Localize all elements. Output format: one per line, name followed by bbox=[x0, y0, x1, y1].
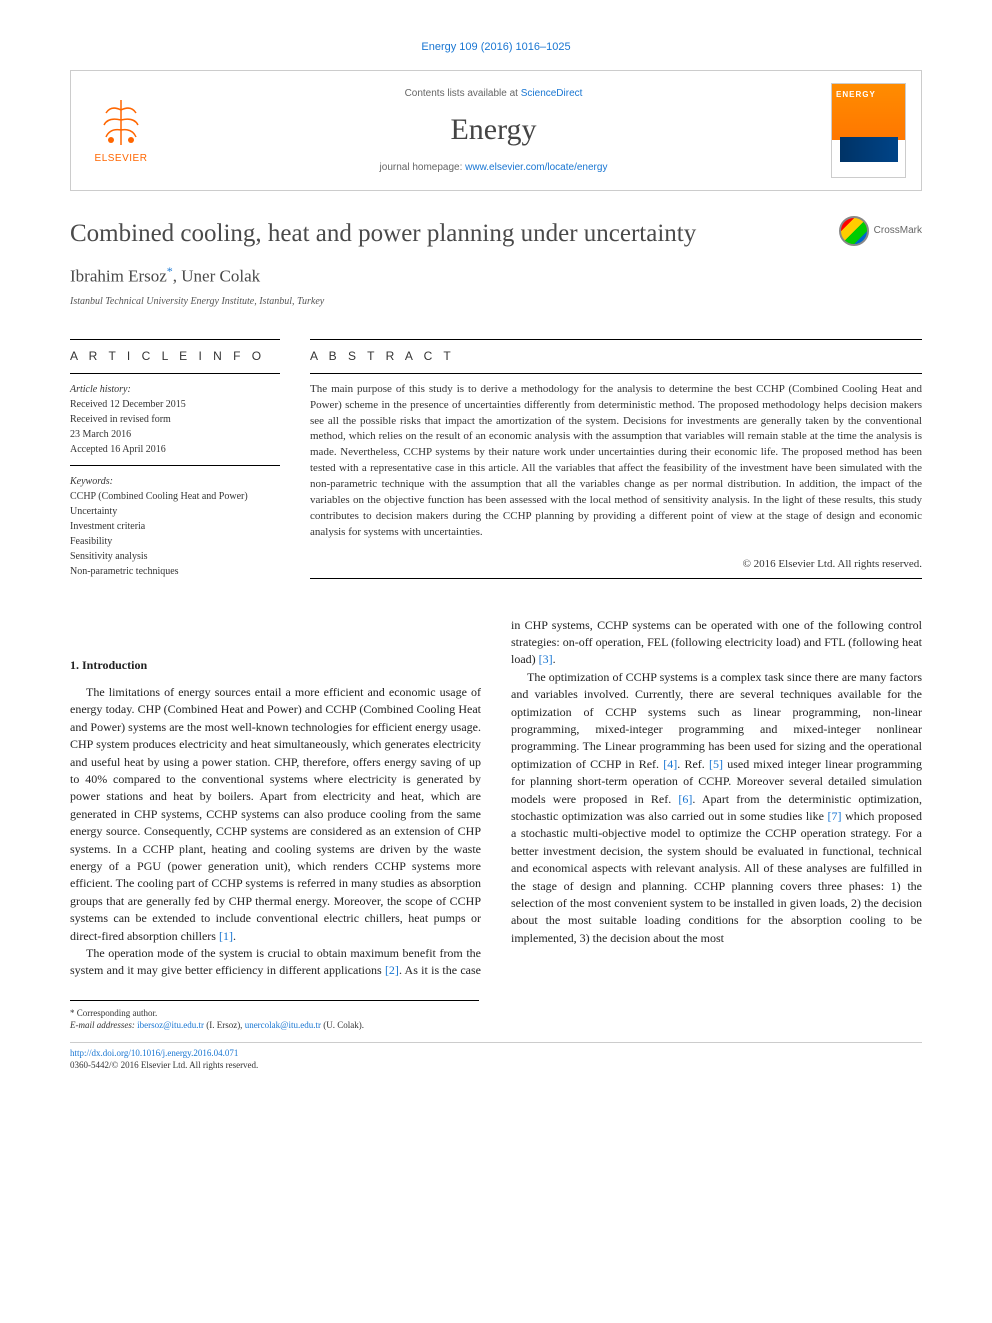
keyword-5: Sensitivity analysis bbox=[70, 549, 280, 564]
keyword-4: Feasibility bbox=[70, 534, 280, 549]
issn-copyright: 0360-5442/© 2016 Elsevier Ltd. All right… bbox=[70, 1059, 922, 1072]
received-date: Received 12 December 2015 bbox=[70, 397, 280, 412]
ref-4-link[interactable]: [4] bbox=[663, 757, 677, 771]
citation-header: Energy 109 (2016) 1016–1025 bbox=[70, 40, 922, 55]
intro-paragraph-3: The optimization of CCHP systems is a co… bbox=[511, 669, 922, 947]
p3b-text: . Ref. bbox=[677, 757, 709, 771]
p2c-text: . bbox=[553, 652, 556, 666]
article-title: Combined cooling, heat and power plannin… bbox=[70, 216, 819, 251]
email-1-name: (I. Ersoz), bbox=[204, 1020, 245, 1030]
email-2-link[interactable]: unercolak@itu.edu.tr bbox=[245, 1020, 321, 1030]
corresponding-author-footer: * Corresponding author. E-mail addresses… bbox=[70, 1000, 479, 1032]
p1-text: The limitations of energy sources entail… bbox=[70, 685, 481, 942]
abstract-text: The main purpose of this study is to der… bbox=[310, 374, 922, 549]
abstract-column: A B S T R A C T The main purpose of this… bbox=[310, 339, 922, 587]
elsevier-tree-icon bbox=[96, 95, 146, 150]
cover-title: ENERGY bbox=[832, 84, 905, 105]
email-label: E-mail addresses: bbox=[70, 1020, 137, 1030]
ref-6-link[interactable]: [6] bbox=[678, 792, 692, 806]
p3e-text: which proposed a stochastic multi-object… bbox=[511, 809, 922, 945]
crossmark-icon bbox=[839, 216, 869, 246]
author-2: , Uner Colak bbox=[173, 267, 260, 286]
affiliation: Istanbul Technical University Energy Ins… bbox=[70, 295, 922, 309]
journal-header-box: ELSEVIER Contents lists available at Sci… bbox=[70, 70, 922, 191]
article-history-block: Article history: Received 12 December 20… bbox=[70, 374, 280, 465]
elsevier-logo: ELSEVIER bbox=[86, 91, 156, 171]
article-info-heading: A R T I C L E I N F O bbox=[70, 339, 280, 374]
keywords-label: Keywords: bbox=[70, 474, 280, 489]
accepted-date: Accepted 16 April 2016 bbox=[70, 442, 280, 457]
contents-available-line: Contents lists available at ScienceDirec… bbox=[156, 87, 831, 101]
crossmark-label: CrossMark bbox=[874, 224, 922, 238]
abstract-heading: A B S T R A C T bbox=[310, 339, 922, 374]
journal-name: Energy bbox=[156, 109, 831, 151]
journal-cover-thumbnail: ENERGY bbox=[831, 83, 906, 178]
journal-homepage-line: journal homepage: www.elsevier.com/locat… bbox=[156, 161, 831, 175]
homepage-link[interactable]: www.elsevier.com/locate/energy bbox=[465, 162, 607, 173]
crossmark-badge[interactable]: CrossMark bbox=[839, 216, 922, 246]
corresponding-author-label: * Corresponding author. bbox=[70, 1007, 479, 1020]
keywords-block: Keywords: CCHP (Combined Cooling Heat an… bbox=[70, 466, 280, 587]
homepage-prefix: journal homepage: bbox=[380, 162, 466, 173]
ref-7-link[interactable]: [7] bbox=[828, 809, 842, 823]
elsevier-text: ELSEVIER bbox=[95, 152, 148, 166]
doi-link[interactable]: http://dx.doi.org/10.1016/j.energy.2016.… bbox=[70, 1048, 238, 1058]
revised-date-1: Received in revised form bbox=[70, 412, 280, 427]
p3a-text: The optimization of CCHP systems is a co… bbox=[511, 670, 922, 771]
intro-paragraph-1: The limitations of energy sources entail… bbox=[70, 684, 481, 945]
ref-3-link[interactable]: [3] bbox=[539, 652, 553, 666]
p1-end: . bbox=[233, 929, 236, 943]
revised-date-2: 23 March 2016 bbox=[70, 427, 280, 442]
email-2-name: (U. Colak). bbox=[321, 1020, 364, 1030]
email-1-link[interactable]: ibersoz@itu.edu.tr bbox=[137, 1020, 204, 1030]
author-1: Ibrahim Ersoz bbox=[70, 267, 167, 286]
history-label: Article history: bbox=[70, 382, 280, 397]
cover-image-icon bbox=[840, 137, 898, 162]
section-1-heading: 1. Introduction bbox=[70, 657, 481, 674]
keyword-1: CCHP (Combined Cooling Heat and Power) bbox=[70, 489, 280, 504]
authors-line: Ibrahim Ersoz*, Uner Colak bbox=[70, 263, 922, 288]
email-addresses-line: E-mail addresses: ibersoz@itu.edu.tr (I.… bbox=[70, 1019, 479, 1032]
ref-5-link[interactable]: [5] bbox=[709, 757, 723, 771]
sciencedirect-link[interactable]: ScienceDirect bbox=[521, 88, 583, 99]
keyword-3: Investment criteria bbox=[70, 519, 280, 534]
doi-footer: http://dx.doi.org/10.1016/j.energy.2016.… bbox=[70, 1042, 922, 1072]
ref-2-link[interactable]: [2] bbox=[385, 963, 399, 977]
keyword-6: Non-parametric techniques bbox=[70, 564, 280, 579]
abstract-copyright: © 2016 Elsevier Ltd. All rights reserved… bbox=[310, 557, 922, 572]
article-info-column: A R T I C L E I N F O Article history: R… bbox=[70, 339, 280, 587]
keyword-2: Uncertainty bbox=[70, 504, 280, 519]
ref-1-link[interactable]: [1] bbox=[219, 929, 233, 943]
contents-prefix: Contents lists available at bbox=[405, 88, 521, 99]
body-text-columns: 1. Introduction The limitations of energ… bbox=[70, 617, 922, 980]
abstract-divider bbox=[310, 578, 922, 579]
